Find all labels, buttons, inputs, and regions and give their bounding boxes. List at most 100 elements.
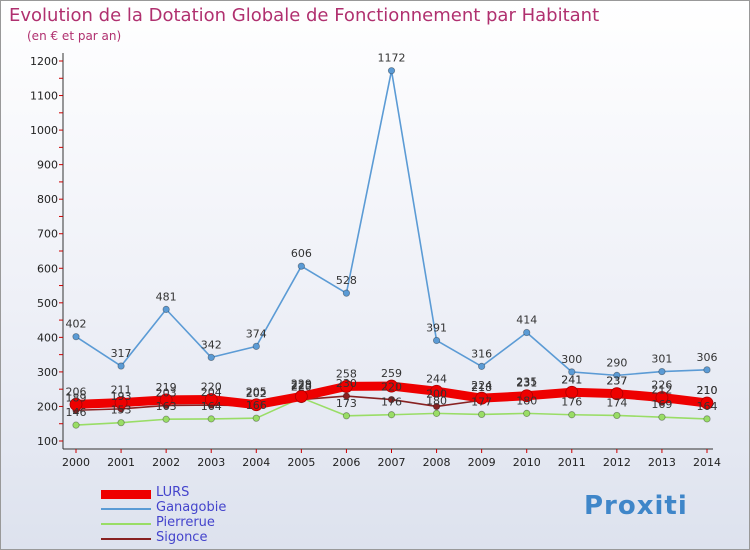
data-label: 220 [201,381,222,394]
x-tick-label: 2013 [648,456,676,469]
series-pierrerue [72,394,711,429]
data-label: 176 [561,396,582,409]
data-point [523,409,531,417]
data-point [610,387,624,401]
data-label: 146 [66,406,87,419]
y-tick-label: 900 [37,159,58,172]
legend-swatch [101,523,151,525]
data-point [432,402,441,411]
data-point [342,412,351,420]
x-tick-label: 2005 [287,456,315,469]
x-tick-label: 2009 [468,456,496,469]
data-point [387,67,396,75]
y-tick-label: 1000 [30,124,58,137]
y-tick-label: 700 [37,228,58,241]
data-label: 237 [606,375,627,388]
x-tick-label: 2002 [152,456,180,469]
x-tick-label: 2010 [513,456,541,469]
data-point [69,397,83,411]
data-point [159,393,173,407]
x-tick-label: 2006 [332,456,360,469]
x-tick-label: 2004 [242,456,270,469]
data-label: 317 [111,347,132,360]
data-point [523,328,531,337]
data-point [117,362,125,370]
data-label: 169 [651,398,672,411]
data-label: 374 [246,327,267,340]
data-label: 177 [471,395,492,408]
data-point [252,414,260,422]
data-label: 342 [201,338,222,351]
data-label: 173 [336,397,357,410]
data-label: 306 [697,351,718,364]
data-label: 202 [246,387,267,400]
y-tick-label: 400 [37,331,58,344]
data-point [658,367,666,376]
data-point [703,415,711,423]
x-tick-label: 2011 [558,456,586,469]
y-tick-label: 500 [37,297,58,310]
data-point [342,289,351,297]
data-point [432,409,441,417]
data-label: 225 [291,379,312,392]
data-point [387,411,396,419]
data-label: 212 [651,383,672,396]
data-label: 204 [201,386,222,399]
data-point [72,421,80,429]
data-label: 166 [246,399,267,412]
data-label: 218 [471,381,492,394]
data-label: 220 [381,381,402,394]
data-label: 244 [426,372,447,385]
x-tick-label: 2012 [603,456,631,469]
data-label: 205 [246,386,267,399]
data-label: 174 [606,396,627,409]
x-tick-label: 2014 [693,456,721,469]
data-point [565,385,579,399]
series-layer [69,67,714,429]
data-point [162,305,170,313]
y-tick-label: 800 [37,193,58,206]
data-label: 258 [336,367,357,380]
data-label: 203 [156,386,177,399]
data-point [297,262,305,270]
data-point [430,384,443,398]
data-label: 229 [291,377,312,390]
data-point [252,342,260,350]
data-label: 163 [156,400,177,413]
data-point [249,398,263,412]
data-point [432,336,441,345]
logo-text: Proxiti [584,491,688,521]
data-point [342,392,351,400]
data-point [207,353,215,361]
y-tick-label: 600 [37,262,58,275]
legend-label: Sigonce [156,530,208,545]
data-point [700,396,714,410]
data-label: 414 [516,314,537,327]
chart-title: Evolution de la Dotation Globale de Fonc… [9,5,600,26]
data-point [568,368,576,376]
legend-label: Ganagobie [156,500,227,515]
data-label: 237 [606,375,627,388]
data-label: 226 [651,378,672,391]
data-label: 189 [66,391,87,404]
data-label: 210 [697,384,718,397]
series-ganagobie [72,67,711,379]
data-point [613,371,621,379]
data-label: 180 [516,394,537,407]
data-label: 606 [291,247,312,260]
y-tick-label: 200 [37,400,58,413]
data-label: 235 [516,375,537,388]
data-label: 153 [111,404,132,417]
data-label: 224 [471,379,492,392]
data-label: 206 [66,385,87,398]
chart-subtitle: (en € et par an) [27,29,122,43]
data-label: 219 [156,381,177,394]
data-label: 300 [561,353,582,366]
data-label: 200 [426,387,447,400]
data-point [162,415,170,423]
y-tick-label: 300 [37,366,58,379]
y-tick-label: 1200 [30,55,58,68]
data-point [703,366,711,374]
data-label: 164 [697,400,718,413]
